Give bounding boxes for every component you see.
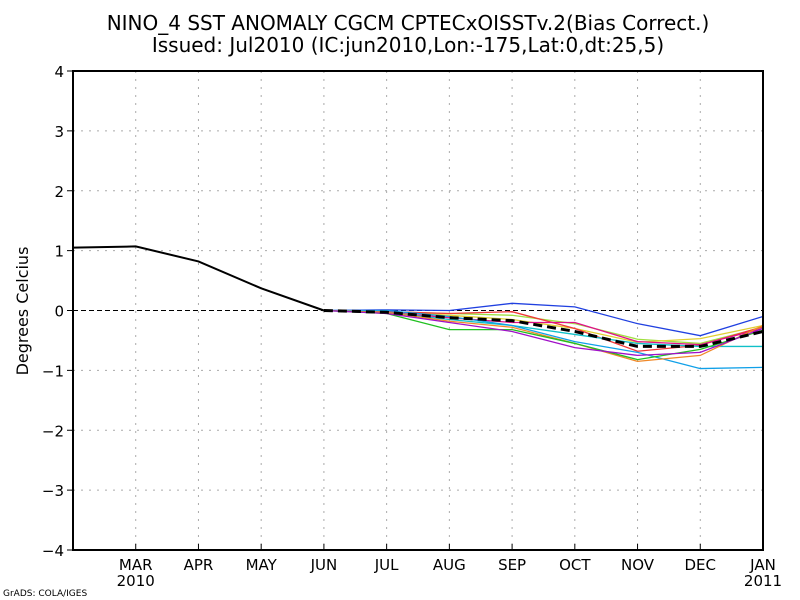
x-tick-label: NOV [621,556,655,574]
y-axis-ticks: 4 3 2 1 0 −1 −2 −3 −4 [42,63,73,560]
x-tick-label: MAY [246,556,278,574]
ensemble-members [323,302,764,370]
y-tick-label: 1 [54,243,64,261]
x-tick-label: OCT [559,556,591,574]
y-tick-label: 3 [54,123,64,141]
member-cyan-line [323,309,763,348]
member-yellow-line [323,309,764,343]
member-green-line [323,309,764,361]
y-tick-label: −1 [42,362,64,380]
y-tick-label: −2 [42,422,64,440]
x-tick-year-label: 2011 [744,572,782,590]
x-tick-label: DEC [685,556,717,574]
x-tick-label: MAR [119,556,153,574]
y-tick-label: −4 [42,542,64,560]
x-tick-label: JUL [374,556,399,574]
ensemble-mean-group [323,309,764,348]
ensemble-mean-line [323,309,764,348]
y-tick-label: 4 [54,63,64,81]
x-tick-label: AUG [433,556,466,574]
chart-subtitle: Issued: Jul2010 (IC:jun2010,Lon:-175,Lat… [152,33,664,57]
x-tick-label: JUN [310,556,338,574]
member-purple-line [323,309,764,357]
observed-line [72,245,325,312]
x-tick-label: APR [184,556,214,574]
observed-group [72,245,325,312]
x-tick-year-label: 2010 [117,572,155,590]
plot-frame [72,70,764,551]
member-blue-line [323,302,764,337]
member-skyblue-line [323,309,764,370]
credit-label: GrADS: COLA/IGES [3,589,87,599]
y-axis-label: Degrees Celcius [13,247,32,376]
x-tick-label: SEP [498,556,526,574]
y-tick-label: −3 [42,482,64,500]
y-tick-label: 2 [54,183,64,201]
y-tick-label: 0 [54,303,64,321]
chart-title: NINO_4 SST ANOMALY CGCM CPTECxOISSTv.2(B… [107,11,710,35]
x-tick-label: JAN [749,556,776,574]
